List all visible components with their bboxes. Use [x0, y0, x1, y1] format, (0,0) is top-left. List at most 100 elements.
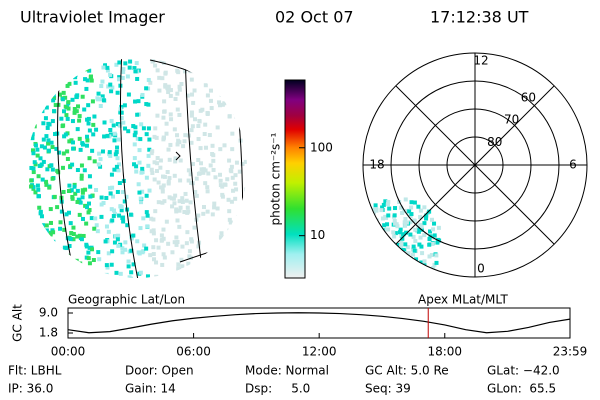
speckle [189, 237, 194, 242]
speckle [169, 196, 174, 201]
speckle [95, 229, 100, 234]
speckle [164, 131, 169, 136]
speckle [109, 262, 114, 267]
speckle [75, 127, 80, 132]
speckle [35, 109, 40, 114]
speckle [122, 199, 127, 204]
speckle [161, 183, 166, 188]
speckle [210, 152, 215, 157]
speckle [189, 140, 194, 145]
speckle [416, 204, 421, 209]
speckle [174, 242, 179, 247]
speckle [155, 113, 160, 118]
speckle [393, 266, 398, 271]
speckle [422, 221, 427, 226]
speckle [427, 242, 432, 247]
speckle [116, 137, 121, 142]
speckle [112, 240, 117, 245]
speckle [50, 66, 55, 71]
speckle [232, 250, 237, 255]
speckle [39, 162, 44, 167]
speckle [106, 84, 111, 89]
speckle [135, 239, 140, 244]
colorbar [284, 79, 306, 279]
speckle [183, 133, 188, 138]
speckle [365, 271, 370, 276]
speckle [47, 185, 52, 190]
speckle [418, 235, 423, 240]
speckle [180, 264, 185, 269]
speckle [96, 91, 101, 96]
speckle [420, 251, 425, 256]
speckle [182, 275, 187, 278]
speckle [227, 63, 232, 68]
speckle [153, 209, 158, 214]
speckle [70, 162, 75, 167]
speckle [32, 228, 37, 233]
speckle [120, 246, 125, 251]
speckle [398, 227, 403, 232]
speckle [400, 236, 405, 241]
speckle [140, 189, 145, 194]
speckle [29, 87, 34, 92]
speckle [210, 73, 215, 78]
speckle [189, 113, 194, 118]
x-tick-label: 12:00 [302, 345, 337, 359]
speckle [132, 142, 137, 147]
speckle [154, 260, 159, 265]
speckle [33, 237, 38, 242]
speckle [193, 190, 198, 195]
speckle [53, 255, 58, 260]
speckle [377, 272, 382, 277]
speckle [53, 132, 58, 137]
speckle [187, 249, 192, 254]
speckle [31, 166, 36, 171]
speckle [391, 245, 396, 250]
speckle [185, 210, 190, 215]
speckle [373, 240, 378, 245]
speckle [117, 60, 122, 65]
speckle [81, 267, 86, 272]
speckle [402, 275, 407, 277]
speckle [68, 237, 73, 242]
speckle [75, 199, 80, 204]
speckle [170, 250, 175, 255]
axis-line [395, 85, 555, 245]
speckle [127, 275, 132, 278]
info-field: GC Alt: 5.0 Re [365, 364, 449, 378]
speckle [197, 171, 202, 176]
speckle [76, 104, 81, 109]
speckle [29, 165, 34, 170]
speckle [48, 232, 53, 237]
speckle [38, 211, 43, 216]
speckle [432, 235, 437, 240]
speckle [146, 163, 151, 168]
speckle [210, 143, 215, 148]
speckle [100, 79, 105, 84]
speckle [244, 190, 247, 195]
speckle [384, 264, 389, 269]
speckle [395, 224, 400, 229]
speckle [111, 214, 116, 219]
speckle [197, 118, 202, 123]
speckle [109, 207, 114, 212]
speckle [386, 213, 391, 218]
speckle [110, 218, 115, 223]
speckle [28, 106, 33, 111]
speckle [40, 226, 45, 231]
speckle [227, 217, 232, 222]
speckle [118, 204, 123, 209]
speckle [132, 162, 137, 167]
speckle [83, 77, 88, 82]
speckle [388, 251, 393, 256]
speckle [386, 199, 391, 204]
speckle [234, 114, 239, 119]
speckle [147, 137, 152, 142]
speckle [85, 78, 90, 83]
speckle [85, 67, 90, 72]
speckle [89, 78, 94, 83]
speckle [234, 256, 239, 261]
speckle [188, 172, 193, 177]
speckle [141, 216, 146, 221]
speckle [75, 168, 80, 173]
